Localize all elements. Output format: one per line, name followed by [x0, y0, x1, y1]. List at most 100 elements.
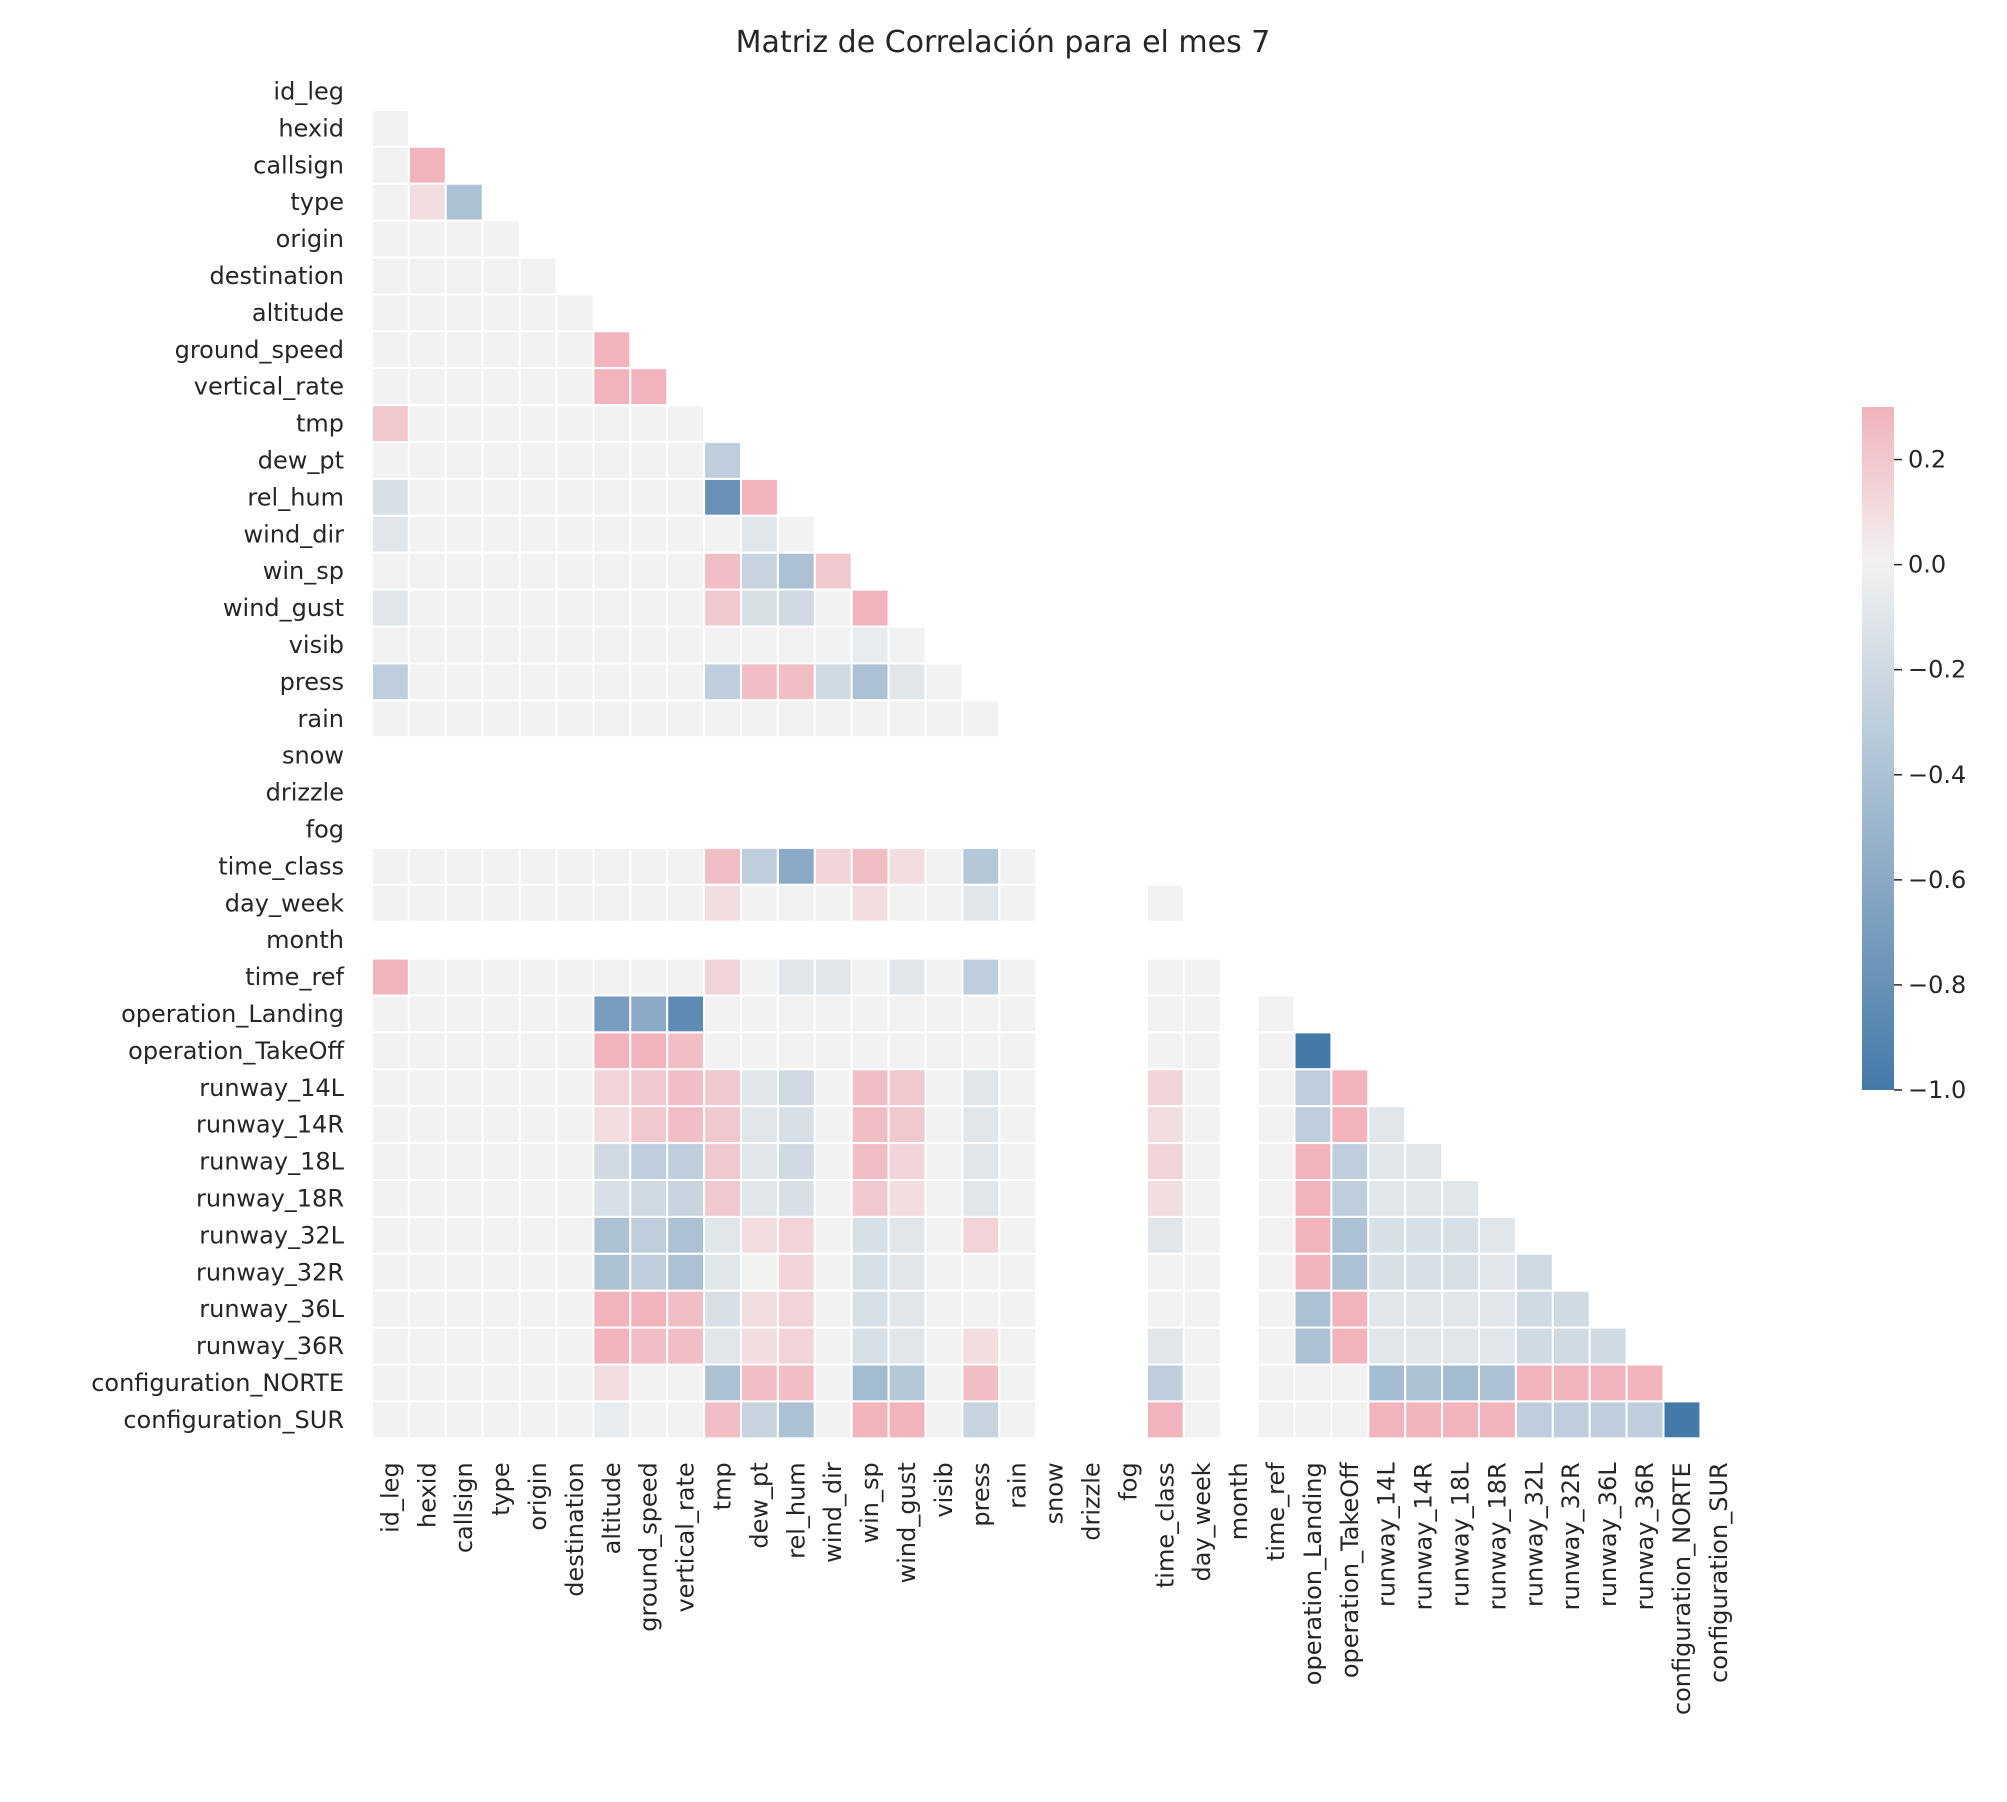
- heatmap-cell-operation_TakeOff-tmp: [703, 1031, 742, 1071]
- heatmap-cell-day_week-wind_gust: [887, 883, 927, 923]
- x-tick-label-vertical_rate: vertical_rate: [672, 1462, 700, 1612]
- heatmap-cell-configuration_SUR-time_ref: [1256, 1400, 1296, 1440]
- heatmap-cell-tmp-type: [481, 404, 521, 444]
- heatmap-cell-altitude-origin: [518, 293, 558, 333]
- heatmap-cell-configuration_NORTE-win_sp: [850, 1363, 890, 1403]
- heatmap-cell-rain-visib: [924, 699, 964, 739]
- heatmap-cell-visib-win_sp: [850, 625, 890, 665]
- heatmap-cell-runway_32R-visib: [924, 1252, 964, 1292]
- heatmap-cell-configuration_SUR-dew_pt: [740, 1400, 779, 1440]
- heatmap-cell-rel_hum-altitude: [592, 477, 632, 517]
- heatmap-cell-press-altitude: [592, 662, 632, 702]
- heatmap-cell-runway_14R-win_sp: [850, 1105, 890, 1145]
- heatmap-cell-wind_dir-vertical_rate: [666, 514, 706, 554]
- heatmap-cell-runway_18R-type: [481, 1179, 521, 1218]
- x-tick-label-id_leg: id_leg: [376, 1462, 404, 1533]
- heatmap-cell-runway_14R-runway_14L: [1367, 1105, 1407, 1145]
- heatmap-cell-runway_18L-altitude: [592, 1142, 632, 1181]
- heatmap-cell-configuration_SUR-rel_hum: [776, 1400, 816, 1440]
- heatmap-cell-runway_18L-day_week: [1182, 1142, 1222, 1181]
- heatmap-cell-visib-origin: [518, 625, 558, 665]
- heatmap-cell-runway_36R-rain: [998, 1326, 1038, 1366]
- heatmap-cell-time_ref-tmp: [703, 957, 742, 997]
- heatmap-cell-win_sp-origin: [518, 551, 558, 591]
- heatmap-cell-runway_18L-hexid: [407, 1142, 447, 1181]
- x-tick-label-month: month: [1225, 1462, 1253, 1540]
- heatmap-cell-runway_36L-runway_14R: [1404, 1289, 1444, 1329]
- heatmap-cell-runway_36L-vertical_rate: [666, 1289, 706, 1329]
- heatmap-cell-runway_14R-vertical_rate: [666, 1105, 706, 1145]
- heatmap-cell-configuration_NORTE-time_class: [1145, 1363, 1185, 1403]
- heatmap-cell-runway_18L-operation_TakeOff: [1330, 1142, 1370, 1181]
- heatmap-cell-operation_Landing-wind_dir: [813, 994, 853, 1034]
- heatmap-cell-operation_Landing-vertical_rate: [666, 994, 706, 1034]
- heatmap-cell-runway_32R-operation_Landing: [1293, 1252, 1333, 1292]
- heatmap-cell-runway_36L-day_week: [1182, 1289, 1222, 1329]
- heatmap-cell-wind_gust-id_leg: [371, 588, 410, 628]
- heatmap-cell-runway_36R-ground_speed: [629, 1326, 669, 1366]
- heatmap-cell-vertical_rate-type: [481, 367, 521, 407]
- heatmap-cells: [371, 108, 1702, 1440]
- heatmap-cell-wind_dir-origin: [518, 514, 558, 554]
- heatmap-cell-origin-type: [481, 219, 521, 259]
- heatmap-cell-time_class-win_sp: [850, 846, 890, 886]
- heatmap-cell-configuration_SUR-origin: [518, 1400, 558, 1440]
- heatmap-cell-runway_14L-tmp: [703, 1068, 742, 1108]
- heatmap-cell-runway_14L-press: [961, 1068, 1001, 1108]
- x-tick-label-hexid: hexid: [413, 1462, 441, 1528]
- heatmap-cell-runway_14L-wind_gust: [887, 1068, 927, 1108]
- heatmap-cell-runway_32R-altitude: [592, 1252, 632, 1292]
- heatmap-cell-configuration_NORTE-wind_dir: [813, 1363, 853, 1403]
- heatmap-cell-altitude-hexid: [407, 293, 447, 333]
- x-tick-label-drizzle: drizzle: [1078, 1462, 1106, 1540]
- heatmap-cell-runway_18L-wind_gust: [887, 1142, 927, 1181]
- heatmap-cell-configuration_SUR-visib: [924, 1400, 964, 1440]
- x-tick-label-runway_14R: runway_14R: [1410, 1462, 1438, 1610]
- heatmap-cell-rain-hexid: [407, 699, 447, 739]
- heatmap-cell-configuration_NORTE-press: [961, 1363, 1001, 1403]
- heatmap-cell-configuration_NORTE-runway_36R: [1625, 1363, 1665, 1403]
- colorbar-tick-label: 0.2: [1908, 446, 1946, 474]
- heatmap-cell-vertical_rate-origin: [518, 367, 558, 407]
- heatmap-cell-runway_32R-rel_hum: [776, 1252, 816, 1292]
- heatmap-cell-time_ref-time_class: [1145, 957, 1185, 997]
- colorbar-gradient: [1862, 407, 1894, 1090]
- heatmap-cell-runway_18L-vertical_rate: [666, 1142, 706, 1181]
- heatmap-cell-rel_hum-dew_pt: [740, 477, 779, 517]
- heatmap-cell-configuration_NORTE-altitude: [592, 1363, 632, 1403]
- heatmap-cell-runway_32L-win_sp: [850, 1215, 890, 1255]
- heatmap-cell-dew_pt-tmp: [703, 441, 742, 480]
- heatmap-cell-dew_pt-type: [481, 441, 521, 480]
- heatmap-cell-operation_TakeOff-id_leg: [371, 1031, 410, 1071]
- heatmap-cell-runway_18R-runway_14L: [1367, 1179, 1407, 1218]
- y-tick-label-drizzle: drizzle: [266, 779, 344, 807]
- heatmap-cell-type-hexid: [407, 182, 447, 222]
- heatmap-cell-configuration_NORTE-day_week: [1182, 1363, 1222, 1403]
- heatmap-cell-rain-win_sp: [850, 699, 890, 739]
- heatmap-cell-runway_36R-hexid: [407, 1326, 447, 1366]
- heatmap-cell-operation_Landing-altitude: [592, 994, 632, 1034]
- x-tick-label-snow: snow: [1041, 1462, 1069, 1524]
- heatmap-cell-runway_32L-rain: [998, 1215, 1038, 1255]
- heatmap-cell-ground_speed-hexid: [407, 330, 447, 370]
- heatmap-cell-wind_gust-type: [481, 588, 521, 628]
- x-tick-label-runway_32L: runway_32L: [1520, 1462, 1548, 1607]
- heatmap-cell-rel_hum-tmp: [703, 477, 742, 517]
- heatmap-cell-runway_36L-rel_hum: [776, 1289, 816, 1329]
- heatmap-cell-runway_32R-runway_14L: [1367, 1252, 1407, 1292]
- heatmap-cell-rain-ground_speed: [629, 699, 669, 739]
- heatmap-cell-time_ref-rain: [998, 957, 1038, 997]
- heatmap-cell-runway_18R-wind_gust: [887, 1179, 927, 1218]
- heatmap-cell-dew_pt-altitude: [592, 441, 632, 480]
- y-tick-label-destination: destination: [210, 262, 344, 290]
- heatmap-cell-runway_18R-wind_dir: [813, 1179, 853, 1218]
- heatmap-cell-operation_Landing-time_class: [1145, 994, 1185, 1034]
- heatmap-cell-runway_14L-type: [481, 1068, 521, 1108]
- heatmap-cell-type-callsign: [444, 182, 484, 222]
- heatmap-cell-runway_32R-time_ref: [1256, 1252, 1296, 1292]
- x-tick-label-fog: fog: [1114, 1462, 1142, 1500]
- heatmap-cell-runway_32L-time_class: [1145, 1215, 1185, 1255]
- heatmap-cell-configuration_NORTE-vertical_rate: [666, 1363, 706, 1403]
- heatmap-cell-runway_36R-id_leg: [371, 1326, 410, 1366]
